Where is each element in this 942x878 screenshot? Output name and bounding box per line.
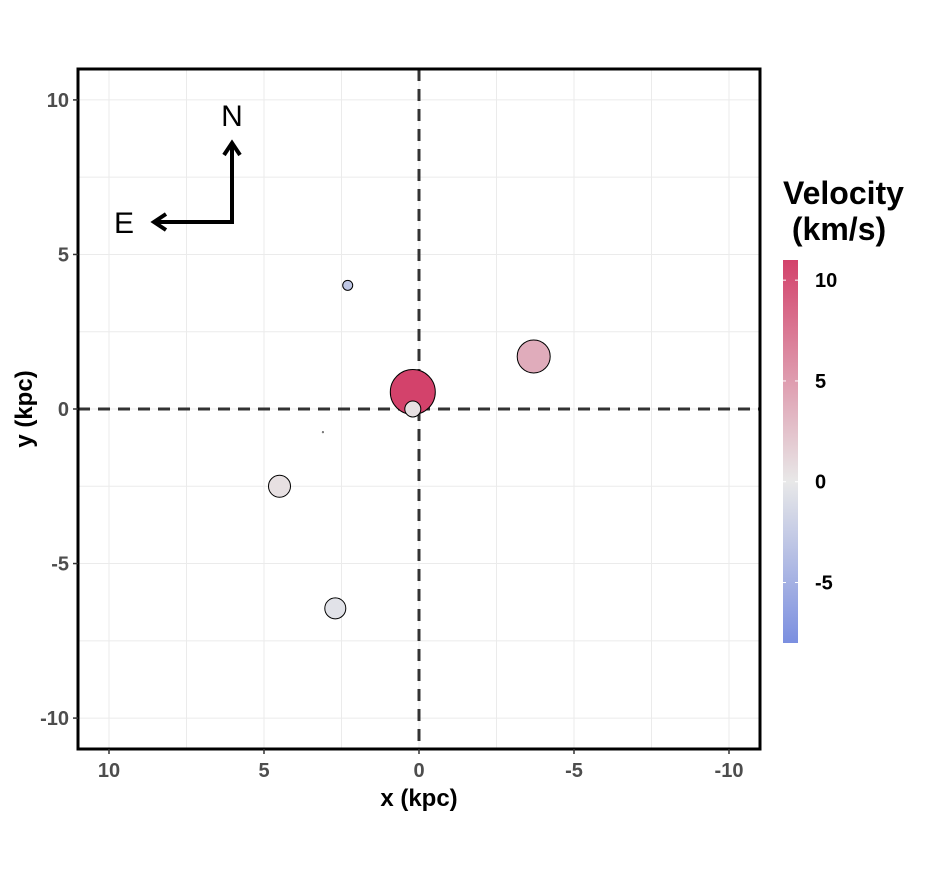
x-tick-label: 0 — [413, 760, 424, 782]
y-tick-label: 0 — [58, 399, 69, 421]
x-tick-label: -10 — [715, 760, 744, 782]
colorbar-tick-label: 5 — [815, 371, 826, 393]
compass-arrows — [157, 146, 234, 224]
east-arrowhead-icon — [150, 212, 168, 232]
x-axis-ticks: 10 5 0 -5 -10 — [98, 749, 744, 782]
x-tick-label: -5 — [565, 760, 583, 782]
x-tick-label: 10 — [98, 760, 120, 782]
north-arrowhead-icon — [222, 139, 242, 157]
colorbar-tick-label: 0 — [815, 472, 826, 494]
compass: N E — [114, 100, 243, 240]
y-tick-label: 5 — [58, 244, 69, 266]
data-point — [268, 474, 291, 498]
data-points — [268, 279, 551, 620]
y-tick-label: 10 — [47, 90, 69, 112]
data-point — [324, 597, 347, 620]
y-tick-label: -10 — [40, 708, 69, 730]
legend-title-line1: Velocity — [783, 175, 904, 211]
north-label: N — [221, 100, 243, 133]
x-axis-title: x (kpc) — [380, 785, 457, 812]
colorbar-tick-label: -5 — [815, 573, 833, 595]
colorbar — [783, 260, 798, 643]
legend-title-line2: (km/s) — [783, 211, 886, 247]
colorbar-ticks: 10 5 0 -5 — [783, 270, 837, 595]
data-point — [404, 400, 422, 418]
legend: Velocity (km/s) 10 5 0 -5 — [783, 175, 904, 643]
colorbar-tick-label: 10 — [815, 270, 837, 292]
east-label: E — [114, 207, 134, 240]
data-point — [321, 431, 324, 434]
y-tick-label: -5 — [51, 554, 69, 576]
y-axis-ticks: 10 5 0 -5 -10 — [40, 90, 78, 730]
data-point — [516, 339, 551, 374]
data-point — [342, 279, 354, 291]
x-tick-label: 5 — [258, 760, 269, 782]
y-axis-title: y (kpc) — [11, 370, 38, 447]
